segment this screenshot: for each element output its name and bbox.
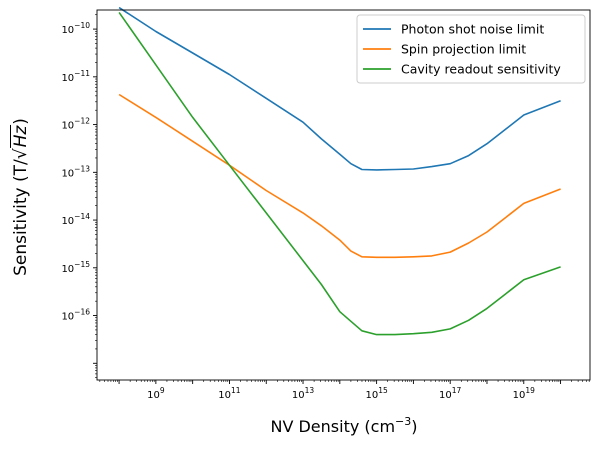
y-tick-label: 10−15 [61, 260, 90, 275]
y-tick-label: 10−16 [61, 308, 90, 323]
x-tick-label: 1019 [513, 386, 536, 401]
x-axis-label-exponent: −3 [395, 415, 411, 428]
y-axis-label-container: Sensitivity (T/√Hz) [6, 92, 36, 302]
series-layer [118, 6, 561, 336]
series-line-2 [118, 93, 561, 259]
x-tick-label: 1011 [218, 386, 241, 401]
x-axis-label: NV Density (cm−3) [270, 415, 417, 436]
legend-label-1: Photon shot noise limit [401, 22, 544, 37]
y-tick-label: 10−10 [61, 21, 90, 36]
legend-label-2: Spin projection limit [401, 42, 526, 57]
y-tick-label: 10−14 [61, 212, 90, 227]
axes-layer: 109 1011 1013 1015 1017 1019 10−16 10−15 10−14 10… [61, 9, 591, 401]
legend-box [356, 14, 586, 84]
sqrt-symbol: √Hz [10, 124, 31, 160]
x-tick-label: 1017 [439, 386, 462, 401]
axes-frame [96, 9, 591, 381]
y-tick-label: 10−13 [61, 164, 90, 179]
series-line-3 [118, 11, 561, 336]
legend-label-3: Cavity readout sensitivity [401, 62, 561, 77]
legend: Photon shot noise limit Spin projection l… [356, 14, 586, 84]
y-tick-label: 10−12 [61, 117, 90, 132]
x-tick-label: 109 [147, 386, 165, 401]
y-tick-label: 10−11 [61, 69, 90, 84]
y-axis-label: Sensitivity (T/√Hz) [10, 118, 31, 276]
series-line-1 [118, 6, 561, 171]
x-tick-label: 1015 [365, 386, 388, 401]
x-tick-label: 1013 [292, 386, 315, 401]
